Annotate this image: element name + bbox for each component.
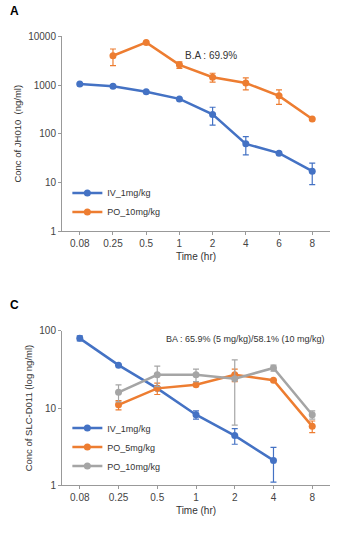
svg-text:10000: 10000: [28, 31, 56, 42]
svg-text:0.08: 0.08: [70, 238, 90, 249]
svg-text:0.25: 0.25: [103, 238, 123, 249]
svg-text:0.08: 0.08: [70, 492, 90, 503]
svg-text:Time (hr): Time (hr): [176, 505, 216, 516]
svg-text:Conc of JH010 (ng/ml): Conc of JH010 (ng/ml): [12, 85, 23, 183]
svg-text:2: 2: [210, 238, 216, 249]
svg-text:8: 8: [309, 238, 315, 249]
svg-text:4: 4: [271, 492, 277, 503]
svg-text:PO_10mg/kg: PO_10mg/kg: [107, 462, 160, 472]
svg-text:100: 100: [39, 128, 56, 139]
svg-text:10: 10: [45, 403, 57, 414]
svg-text:2: 2: [232, 492, 238, 503]
svg-text:0.25: 0.25: [109, 492, 129, 503]
svg-text:6: 6: [276, 238, 282, 249]
svg-text:0.5: 0.5: [139, 238, 153, 249]
svg-text:B.A : 69.9%: B.A : 69.9%: [185, 50, 237, 61]
svg-text:C: C: [10, 298, 19, 312]
svg-text:PO_10mg/kg: PO_10mg/kg: [107, 207, 160, 217]
svg-text:PO_5mg/kg: PO_5mg/kg: [107, 443, 155, 453]
svg-text:1: 1: [50, 480, 56, 491]
svg-text:IV_1mg/kg: IV_1mg/kg: [107, 188, 150, 198]
svg-text:Conc of SLC-D011 (log ng/ml): Conc of SLC-D011 (log ng/ml): [23, 345, 34, 472]
svg-text:Time (hr): Time (hr): [176, 251, 216, 262]
svg-text:4: 4: [243, 238, 249, 249]
svg-text:10: 10: [45, 177, 57, 188]
svg-text:IV_1mg/kg: IV_1mg/kg: [107, 424, 150, 434]
svg-text:1: 1: [177, 238, 183, 249]
svg-text:1000: 1000: [34, 80, 57, 91]
svg-text:0.5: 0.5: [150, 492, 164, 503]
svg-text:100: 100: [39, 325, 56, 336]
svg-text:A: A: [10, 4, 19, 18]
svg-text:8: 8: [309, 492, 315, 503]
svg-text:1: 1: [50, 226, 56, 237]
svg-text:1: 1: [193, 492, 199, 503]
svg-text:BA : 65.9% (5 mg/kg)/58.1% (10: BA : 65.9% (5 mg/kg)/58.1% (10 mg/kg): [166, 334, 325, 344]
